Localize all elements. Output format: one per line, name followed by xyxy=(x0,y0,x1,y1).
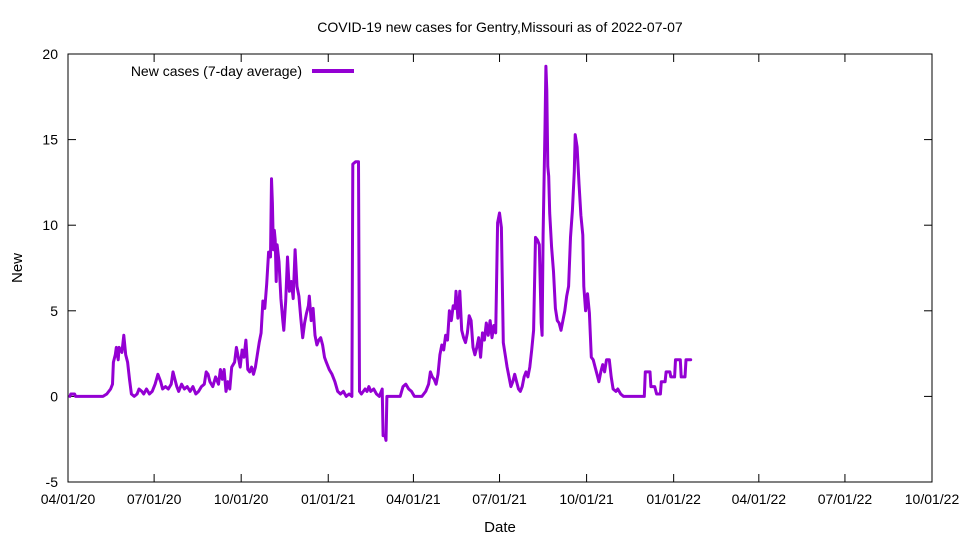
x-tick-label: 10/01/20 xyxy=(214,491,269,507)
x-tick-label: 07/01/20 xyxy=(127,491,182,507)
y-tick-label: 0 xyxy=(50,388,58,404)
x-tick-label: 01/01/21 xyxy=(301,491,356,507)
y-axis-title: New xyxy=(9,253,26,283)
y-tick-label: 5 xyxy=(50,303,58,319)
x-axis-title: Date xyxy=(484,519,516,536)
x-tick-label: 07/01/21 xyxy=(472,491,527,507)
y-tick-label: 10 xyxy=(42,217,58,233)
y-axis: -5 0 5 10 15 20 xyxy=(42,46,932,490)
plot-border xyxy=(67,53,933,483)
x-axis: 04/01/20 07/01/20 10/01/20 01/01/21 04/01/21… xyxy=(41,54,960,507)
x-tick-label: 10/01/22 xyxy=(905,491,960,507)
x-tick-label: 04/01/20 xyxy=(41,491,96,507)
plot-frame xyxy=(67,53,933,483)
x-tick-label: 10/01/21 xyxy=(559,491,614,507)
x-tick-label: 01/01/22 xyxy=(646,491,701,507)
legend-label: New cases (7-day average) xyxy=(131,63,302,79)
x-tick-label: 04/01/22 xyxy=(732,491,787,507)
x-tick-label: 04/01/21 xyxy=(386,491,441,507)
y-tick-label: 15 xyxy=(42,132,58,148)
x-tick-label: 07/01/22 xyxy=(818,491,873,507)
y-tick-label: 20 xyxy=(42,46,58,62)
legend: New cases (7-day average) xyxy=(131,63,354,79)
chart-title: COVID-19 new cases for Gentry,Missouri a… xyxy=(317,19,683,35)
y-tick-label: -5 xyxy=(46,474,59,490)
series-line xyxy=(68,64,693,442)
series-layer xyxy=(68,64,693,442)
